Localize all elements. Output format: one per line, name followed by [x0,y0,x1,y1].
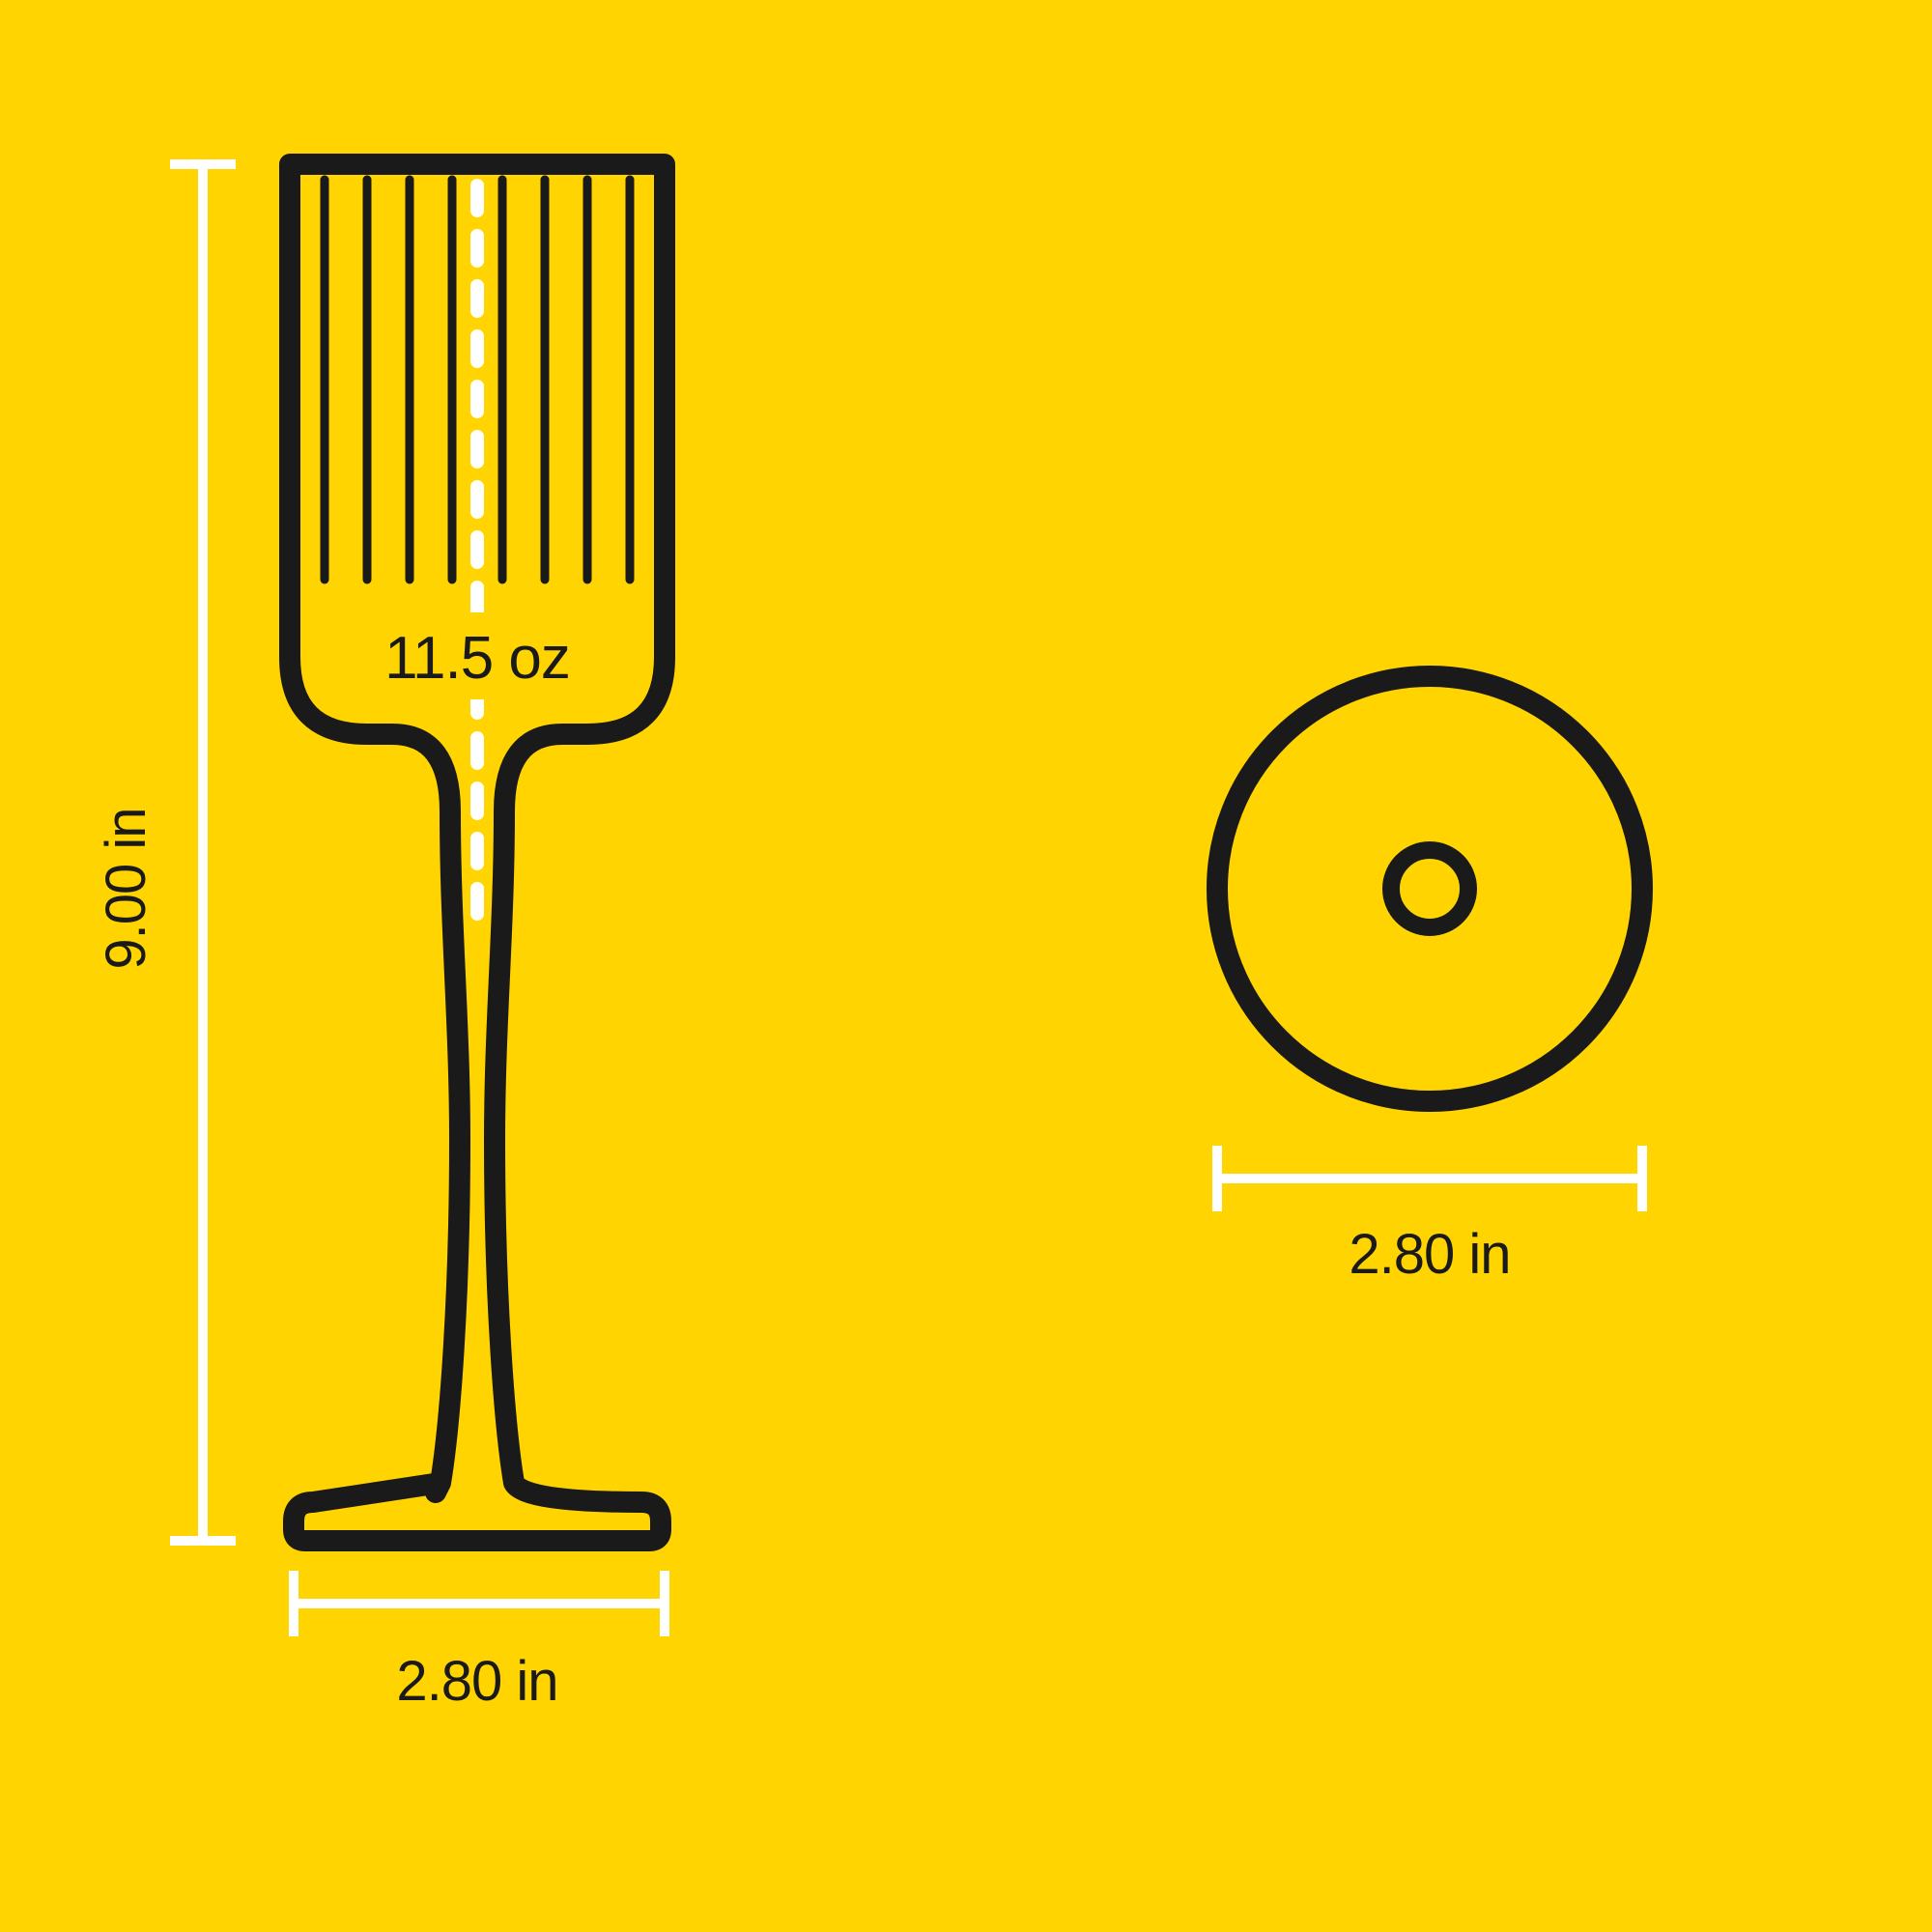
capacity-label: 11.5 oz [384,625,570,692]
width-side-bracket-label: 2.80 in [396,1650,557,1713]
width-top-bracket-label: 2.80 in [1349,1223,1510,1286]
height-label: 9.00 in [95,808,157,969]
